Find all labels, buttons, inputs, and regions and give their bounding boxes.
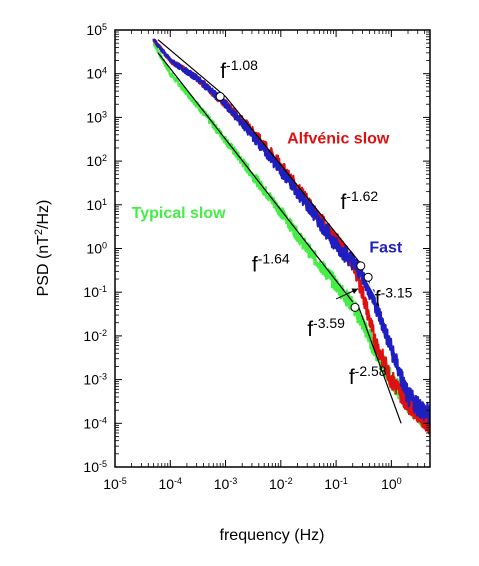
x-tick-label: 10-1	[324, 476, 348, 492]
fit-slope-label: f-3.59	[307, 315, 345, 341]
annotation-arrow	[335, 288, 359, 300]
y-tick-label: 103	[86, 109, 107, 125]
breakpoint-marker-3	[363, 272, 373, 282]
fit-slope-label: f-3.15	[375, 284, 413, 310]
y-tick-label: 10-2	[83, 328, 107, 344]
series-line-alfv-nic-slow	[152, 38, 430, 435]
x-tick-label: 10-5	[103, 476, 127, 492]
fit-line-1	[157, 39, 226, 98]
y-tick-label: 10-4	[83, 415, 107, 431]
y-tick-label: 101	[86, 197, 107, 213]
fit-line-2	[225, 96, 363, 267]
series-label: Fast	[369, 240, 403, 257]
y-tick-label: 100	[86, 241, 107, 257]
fit-slope-label: f-2.58	[349, 363, 387, 389]
y-tick-label: 102	[86, 153, 107, 169]
x-tick-label: 10-3	[214, 476, 238, 492]
breakpoint-marker-2	[356, 261, 366, 271]
x-tick-label: 10-2	[269, 476, 293, 492]
series-line-fast	[152, 38, 430, 425]
fit-line-5	[357, 305, 402, 424]
x-tick-label: 100	[381, 476, 402, 492]
series-label: Alfvénic slow	[287, 131, 390, 148]
fit-slope-label: f-1.08	[220, 57, 258, 83]
x-tick-label: 10-4	[158, 476, 182, 492]
y-tick-label: 104	[86, 66, 107, 82]
y-axis-title: PSD (nT2/Hz)	[33, 200, 52, 297]
y-tick-label: 10-5	[83, 459, 107, 475]
series-label: Typical slow	[132, 205, 227, 222]
y-tick-label: 10-3	[83, 372, 107, 388]
fit-slope-label: f-1.62	[340, 188, 378, 214]
y-tick-label: 105	[86, 22, 107, 38]
x-axis-title: frequency (Hz)	[220, 527, 325, 544]
fit-slope-label: f-1.64	[252, 250, 290, 276]
y-tick-label: 10-1	[83, 284, 107, 300]
breakpoint-marker-1	[215, 92, 225, 102]
breakpoint-marker-4	[350, 302, 360, 312]
fit-line-4	[365, 278, 430, 394]
fit-line-3	[157, 52, 354, 303]
